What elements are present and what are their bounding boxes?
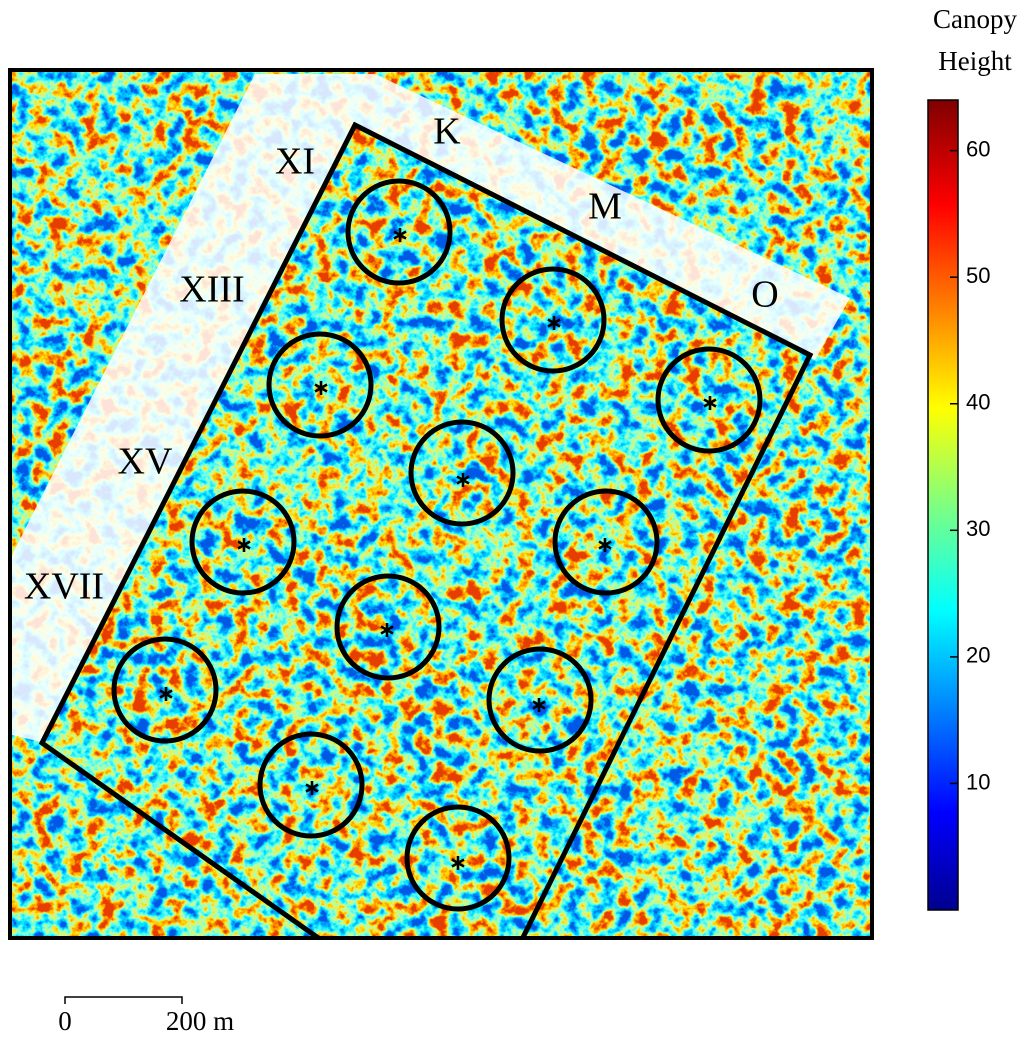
map-area xyxy=(10,70,872,938)
subplot xyxy=(111,636,219,744)
subplot xyxy=(345,178,453,286)
colorbar-ticks: 10 20 30 40 50 60 xyxy=(950,136,990,794)
colorbar xyxy=(927,99,959,911)
subplot xyxy=(266,331,374,439)
transect-label: XIII xyxy=(179,269,244,311)
subplot xyxy=(486,646,594,754)
colorbar-tick-label: 30 xyxy=(966,516,990,541)
colorbar-title: Height xyxy=(938,46,1012,76)
map-frame xyxy=(8,68,874,940)
transect-label: XV xyxy=(118,441,173,483)
colorbar-tick-label: 20 xyxy=(966,643,990,668)
plot-outline xyxy=(38,121,814,938)
transect-label: O xyxy=(751,274,778,316)
subplot xyxy=(189,488,297,596)
scale-label: 0 xyxy=(58,1006,72,1036)
subplot xyxy=(257,731,365,839)
subplot xyxy=(334,573,442,681)
subplots xyxy=(111,178,763,912)
transect-label: K xyxy=(433,111,461,153)
colorbar-tick-label: 10 xyxy=(966,769,990,794)
colorbar-tick-label: 60 xyxy=(966,136,990,161)
subplot xyxy=(552,488,660,596)
subplot xyxy=(499,266,607,374)
colorbar-tick-label: 50 xyxy=(966,263,990,288)
subplot xyxy=(408,419,516,527)
transect-label: XVII xyxy=(24,566,104,608)
subplot xyxy=(655,346,763,454)
scale-label: 200 m xyxy=(166,1006,234,1036)
transect-label: XI xyxy=(275,141,315,183)
transect-label: M xyxy=(588,186,622,228)
colorbar-tick-label: 40 xyxy=(966,390,990,415)
scale-line xyxy=(64,996,183,1004)
subplot xyxy=(404,804,512,912)
scale-bar: 0 200 m xyxy=(58,996,234,1036)
colorbar-title: Canopy xyxy=(933,4,1017,34)
transect-band xyxy=(12,74,850,742)
